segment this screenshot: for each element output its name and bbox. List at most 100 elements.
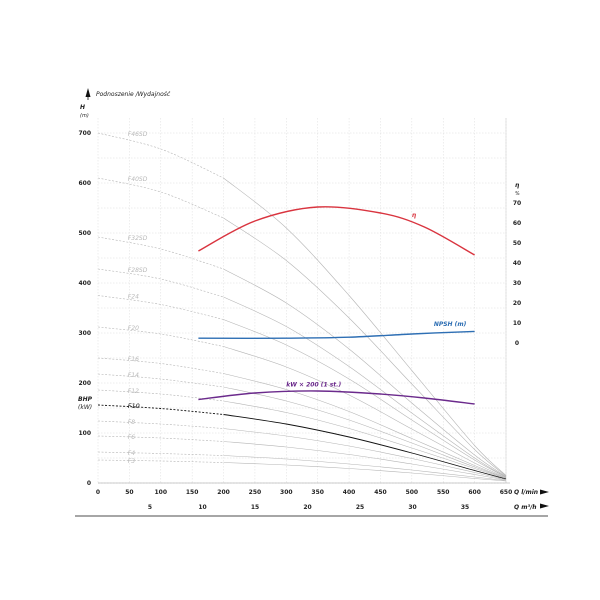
- right-axis-title: η: [515, 182, 520, 189]
- bhp-axis-title: BHP: [78, 396, 93, 403]
- power-label: kW × 200 (1 st.): [286, 382, 341, 389]
- head-curve-dashed: [97, 420, 224, 429]
- x-tick-label: 350: [311, 489, 324, 496]
- eta-tick-label: 70: [513, 200, 521, 207]
- eta-tick-label: 30: [513, 280, 521, 287]
- eta-tick-label: 20: [513, 300, 521, 307]
- x-tick-label: 250: [249, 489, 262, 496]
- head-curve: [223, 268, 507, 477]
- head-curve: [223, 373, 507, 479]
- efficiency-curve: [198, 206, 475, 256]
- head-curve-dashed: [97, 268, 224, 298]
- x-tick-label: 200: [217, 489, 230, 496]
- arrow-q-m3h-icon: [540, 503, 549, 509]
- chart-title: Podnoszenie /Wydajność: [96, 91, 171, 98]
- head-curve-label: F6: [128, 434, 135, 441]
- m3h-tick-label: 10: [198, 504, 206, 511]
- x-tick-label: 650: [500, 489, 513, 496]
- head-curve-dashed: [97, 177, 224, 219]
- head-curve-label: F28SD: [128, 267, 148, 274]
- head-curve: [223, 400, 507, 479]
- arrow-q-lmin-icon: [540, 489, 549, 495]
- head-curve-dashed: [97, 357, 224, 374]
- head-curve-dashed: [97, 132, 224, 179]
- m3h-tick-label: 30: [408, 504, 416, 511]
- head-curve-label: F46SD: [128, 131, 148, 138]
- bhp-axis-unit: (kW): [78, 404, 92, 411]
- head-curve-dashed: [97, 373, 224, 388]
- head-curve-dashed: [97, 459, 224, 463]
- npsh-label: NPSH (m): [434, 321, 467, 328]
- head-curve-dashed: [97, 435, 224, 442]
- performance-curves: η NPSH (m) kW × 200 (1 st.): [198, 206, 475, 405]
- eta-tick-label: 60: [513, 220, 521, 227]
- m3h-tick-label: 15: [251, 504, 259, 511]
- head-curve: [223, 414, 507, 480]
- efficiency-label: η: [412, 212, 417, 219]
- eta-tick-label: 10: [513, 320, 521, 327]
- x-tick-label: 600: [468, 489, 481, 496]
- x-tick-label: 550: [437, 489, 450, 496]
- y-tick-label: 500: [78, 230, 91, 237]
- eta-tick-label: 40: [513, 260, 521, 267]
- y-tick-label: 0: [87, 480, 91, 487]
- grid-lines: [97, 118, 507, 484]
- head-curve-label: F40SD: [128, 176, 148, 183]
- m3h-tick-label: 35: [461, 504, 469, 511]
- head-curve: [223, 346, 507, 478]
- head-curve: [223, 455, 507, 481]
- head-curve-label: F3: [128, 458, 135, 465]
- head-curve-label: F8: [128, 419, 135, 426]
- head-curve-label: F16: [128, 356, 139, 363]
- head-curve: [223, 217, 507, 477]
- head-curve-dashed: [97, 389, 224, 402]
- m3h-tick-label: 20: [303, 504, 311, 511]
- x-axis-lmin-title: Q l/min: [514, 489, 538, 496]
- x-tick-label: 100: [155, 489, 168, 496]
- power-curve: [198, 390, 475, 405]
- y-tick-label: 200: [78, 380, 91, 387]
- head-curve: [223, 296, 507, 478]
- head-curve-label: F10: [128, 402, 140, 410]
- npsh-curve: [198, 330, 475, 339]
- head-curve-label: F12: [128, 388, 139, 395]
- x-tick-label: 50: [125, 489, 133, 496]
- head-curve: [223, 441, 507, 481]
- head-curve: [223, 428, 507, 480]
- y-tick-label: 600: [78, 180, 91, 187]
- head-curve-dashed: [97, 404, 224, 415]
- head-curve: [223, 386, 507, 479]
- head-curve: [223, 462, 507, 482]
- y-tick-label: 400: [78, 280, 91, 287]
- x-tick-label: 400: [343, 489, 356, 496]
- right-axis-unit: %: [515, 191, 520, 197]
- left-axis-unit: (m): [80, 113, 89, 119]
- eta-tick-label: 50: [513, 240, 521, 247]
- head-curve-label: F14: [128, 372, 139, 379]
- head-curve: [223, 177, 507, 476]
- y-tick-label: 700: [78, 130, 91, 137]
- m3h-tick-label: 5: [148, 504, 152, 511]
- head-curve-dashed: [97, 295, 224, 320]
- x-tick-label: 0: [96, 489, 100, 496]
- x-tick-label: 150: [186, 489, 199, 496]
- m3h-tick-label: 25: [356, 504, 364, 511]
- head-curve-dashed: [97, 236, 224, 270]
- x-tick-label: 300: [280, 489, 293, 496]
- x-tick-label: 500: [406, 489, 419, 496]
- arrow-up-icon: [85, 88, 91, 97]
- head-curves: F46SD F40SD F32SD F28SD F24 F20 F16 F14 F12 F10 F8…: [97, 131, 507, 482]
- y-tick-label: 100: [78, 430, 91, 437]
- left-axis-title: H: [80, 104, 85, 111]
- head-curve-label: F4: [128, 450, 135, 457]
- head-curve: [223, 319, 507, 478]
- head-curve-dashed: [97, 451, 224, 456]
- axis-labels: Podnoszenie /Wydajność H (m) BHP (kW) η …: [78, 91, 538, 511]
- head-curve-dashed: [97, 326, 224, 347]
- axes: [75, 88, 549, 517]
- x-axis-m3h-title: Q m³/h: [514, 504, 537, 511]
- head-curve-label: F32SD: [128, 235, 148, 242]
- eta-tick-label: 0: [515, 340, 519, 347]
